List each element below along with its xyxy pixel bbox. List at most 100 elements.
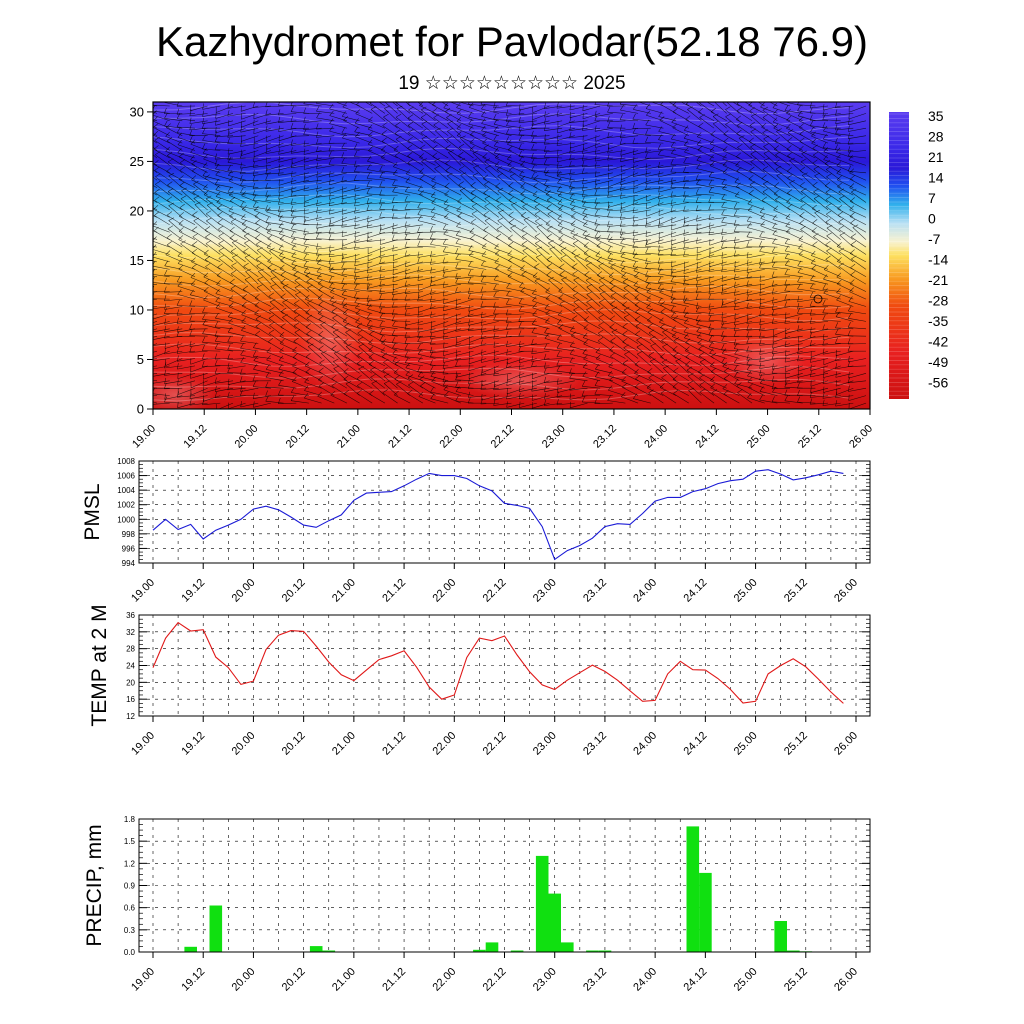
- wind-barb: [698, 355, 715, 367]
- wind-barb-flag: [695, 302, 699, 309]
- wind-barb-flag: [723, 390, 729, 395]
- wind-barb: [342, 231, 360, 237]
- wind-barb: [609, 319, 626, 330]
- wind-barb-flag: [307, 284, 313, 289]
- wind-barb-flag: [531, 402, 533, 409]
- wind-barb: [433, 117, 449, 129]
- wind-barb-flag: [392, 342, 396, 348]
- wind-barb-flag: [746, 354, 749, 361]
- section-x-tick-label: 19.12: [181, 423, 209, 451]
- wind-barb: [759, 373, 778, 376]
- wind-barb: [747, 210, 765, 218]
- wind-barb: [483, 214, 499, 226]
- wind-barb: [672, 104, 689, 114]
- wind-barb: [784, 335, 803, 340]
- wind-barb: [557, 120, 575, 128]
- wind-barb: [683, 302, 702, 307]
- wind-barb: [573, 279, 588, 292]
- wind-barb-flag: [189, 110, 192, 116]
- wind-barb-flag: [771, 271, 775, 278]
- wind-barb: [569, 120, 588, 123]
- wind-barb: [683, 283, 702, 286]
- wind-barb-flag: [799, 130, 805, 135]
- wind-barb-flag: [594, 125, 597, 132]
- wind-barb: [404, 313, 423, 317]
- wind-barb-flag: [559, 263, 565, 268]
- wind-barb-flag: [481, 103, 486, 110]
- wind-barb: [608, 389, 626, 396]
- wind-barb-flag: [431, 183, 437, 188]
- wind-barb: [571, 335, 588, 344]
- wind-barb: [417, 220, 436, 226]
- wind-barb-flag: [215, 296, 220, 302]
- wind-barb-flag: [468, 391, 471, 398]
- wind-barb-flag: [557, 319, 562, 325]
- wind-barb-flag: [761, 94, 766, 98]
- wind-barb: [558, 290, 575, 300]
- wind-barb-flag: [407, 102, 411, 104]
- wind-barb: [481, 321, 499, 326]
- wind-barb-flag: [318, 382, 324, 387]
- wind-barb: [544, 365, 563, 369]
- wind-barb-flag: [733, 226, 737, 232]
- wind-barb-flag: [569, 193, 574, 199]
- wind-barb-flag: [202, 128, 206, 134]
- wind-barb: [371, 383, 386, 396]
- wind-barb-flag: [356, 389, 363, 394]
- wind-barb-flag: [634, 272, 639, 277]
- wind-barb-flag: [456, 102, 461, 108]
- wind-barb-flag: [683, 125, 689, 131]
- wind-barb-flag: [797, 110, 802, 116]
- wind-barb-flag: [291, 177, 293, 185]
- wind-barb: [722, 388, 740, 396]
- wind-barb-flag: [810, 386, 812, 393]
- wind-barb-flag: [328, 250, 331, 257]
- wind-barb-flag: [241, 301, 247, 307]
- wind-barb: [759, 291, 778, 296]
- wind-barb: [379, 283, 398, 287]
- wind-barb: [570, 232, 588, 240]
- wind-barb: [557, 157, 575, 163]
- wind-barb: [203, 299, 221, 307]
- wind-barb-flag: [493, 384, 496, 390]
- wind-barb-flag: [368, 324, 373, 330]
- wind-barb: [506, 335, 525, 338]
- wind-barb: [215, 340, 234, 344]
- wind-barb-flag: [746, 241, 750, 247]
- wind-barb: [190, 373, 208, 379]
- wind-barb-flag: [344, 359, 351, 364]
- wind-barb-flag: [215, 170, 220, 176]
- wind-barb-flag: [379, 165, 383, 171]
- wind-barb: [786, 231, 803, 240]
- wind-barb: [153, 246, 158, 248]
- wind-barb: [430, 398, 449, 404]
- wind-barb: [392, 224, 411, 230]
- page-title: Kazhydromet for Pavlodar(52.18 76.9): [155, 18, 869, 65]
- wind-barb-flag: [619, 138, 623, 145]
- wind-barb: [683, 194, 702, 198]
- wind-barb: [189, 350, 208, 353]
- wind-barb-flag: [429, 233, 433, 239]
- wind-barb-flag: [457, 197, 463, 203]
- wind-barb: [293, 274, 310, 285]
- wind-barb-flag: [345, 380, 352, 385]
- wind-barb-flag: [771, 367, 775, 374]
- wind-barb: [468, 306, 487, 312]
- wind-barb: [404, 209, 423, 211]
- wind-barb-flag: [673, 337, 680, 341]
- wind-barb-flag: [168, 217, 175, 221]
- wind-barb: [430, 364, 449, 367]
- wind-barb-flag: [354, 143, 358, 150]
- wind-barb: [797, 350, 816, 354]
- section-x-tick-label: 20.00: [233, 423, 261, 451]
- wind-barb-flag: [671, 238, 673, 245]
- wind-barb: [557, 150, 575, 156]
- wind-barb: [633, 217, 651, 222]
- wind-barb-flag: [202, 135, 206, 141]
- wind-barb-flag: [471, 210, 478, 215]
- wind-barb: [746, 328, 765, 331]
- wind-barb-flag: [569, 169, 572, 176]
- wind-barb-flag: [569, 154, 572, 160]
- wind-barb-flag: [658, 237, 660, 244]
- wind-barb-flag: [176, 127, 181, 133]
